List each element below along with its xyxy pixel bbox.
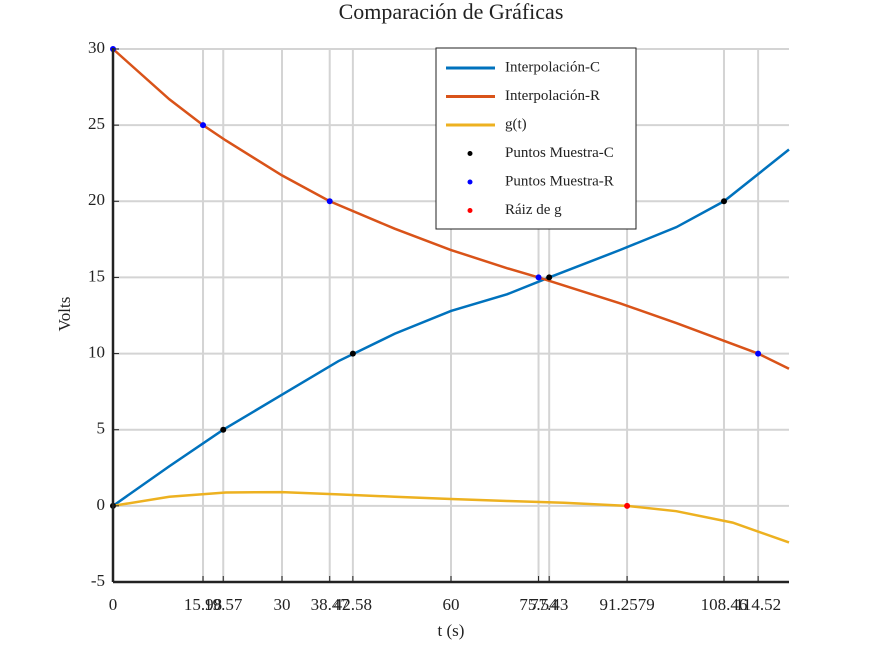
legend-marker [467, 208, 473, 213]
legend-box [435, 47, 637, 230]
y-tick-label: 15 [88, 266, 105, 285]
legend-label: Interpolación-R [505, 88, 600, 104]
legend-marker [467, 151, 473, 156]
x-tick-label: 42.58 [334, 595, 372, 614]
y-tick-label: 10 [88, 342, 105, 361]
legend: Interpolación-C Interpolación-R g(t) Puntos… [435, 47, 637, 230]
legend-label: Puntos Muestra-C [505, 145, 614, 161]
legend-label: g(t) [505, 116, 527, 132]
x-tick-label: 108.46 [701, 595, 748, 614]
x-tick-label: 60 [443, 595, 460, 614]
y-tick-label: 5 [97, 419, 106, 438]
legend-label: Ráiz de g [505, 202, 562, 218]
x-axis-label: t (s) [438, 621, 465, 640]
scatter-point [720, 198, 727, 205]
scatter-point [535, 274, 542, 281]
y-tick-label: 20 [88, 190, 105, 209]
plot-area [110, 46, 790, 544]
y-tick-label: -5 [91, 571, 105, 590]
chart-title: Comparación de Gráficas [339, 0, 564, 24]
x-tick-label: 15.98 [184, 595, 222, 614]
x-tick-label: 0 [109, 595, 118, 614]
y-axis-label: Volts [55, 297, 74, 332]
scatter-point [200, 122, 207, 129]
y-tick-label: 25 [88, 114, 105, 133]
scatter-point [326, 198, 333, 205]
scatter-point [755, 350, 762, 357]
x-tick-label: 91.2579 [599, 595, 654, 614]
legend-label: Puntos Muestra-R [505, 173, 614, 189]
line-series [112, 490, 790, 544]
legend-label: Interpolación-C [505, 59, 600, 75]
x-tick-label: 30 [274, 595, 291, 614]
y-tick-label: 30 [88, 38, 105, 57]
legend-marker [467, 179, 473, 185]
scatter-point [220, 426, 227, 433]
line-series [112, 48, 790, 370]
x-tick-label: 77.43 [530, 595, 568, 614]
x-tick-label: 75.54 [519, 595, 558, 614]
x-tick-label: 114.52 [735, 595, 781, 614]
scatter-point [624, 502, 631, 509]
x-tick-label: 19.57 [204, 595, 243, 614]
scatter-point [349, 350, 356, 357]
scatter-point [546, 274, 553, 281]
x-tick-label: 38.47 [311, 595, 350, 614]
y-tick-label: 0 [97, 495, 106, 514]
